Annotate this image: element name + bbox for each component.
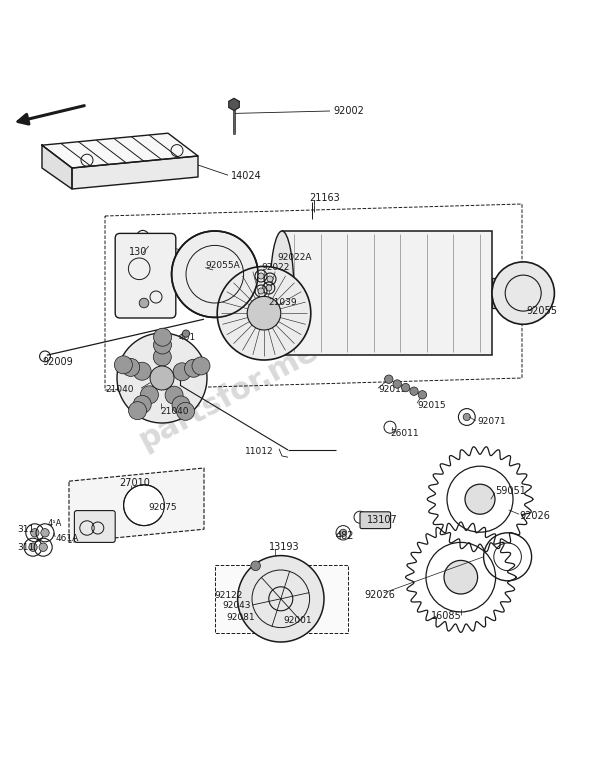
Text: 13193: 13193 — [269, 542, 299, 552]
Circle shape — [150, 366, 174, 390]
Circle shape — [251, 561, 260, 571]
Text: 92075: 92075 — [149, 502, 178, 511]
Text: 92026: 92026 — [519, 511, 550, 521]
Text: 461A: 461A — [55, 535, 79, 543]
Circle shape — [115, 356, 133, 374]
Circle shape — [124, 485, 164, 525]
Circle shape — [401, 383, 410, 392]
Text: 92055A: 92055A — [205, 261, 240, 270]
Circle shape — [173, 362, 191, 381]
Polygon shape — [229, 98, 239, 111]
Circle shape — [31, 528, 39, 537]
Circle shape — [29, 543, 37, 551]
Text: 21040: 21040 — [105, 386, 133, 395]
Circle shape — [154, 336, 172, 354]
Circle shape — [393, 380, 401, 388]
Circle shape — [418, 391, 427, 399]
Text: 92009: 92009 — [42, 357, 73, 367]
Text: 92001: 92001 — [283, 616, 312, 625]
Polygon shape — [72, 156, 198, 189]
Text: 92055: 92055 — [527, 306, 558, 316]
Circle shape — [154, 328, 172, 346]
Text: 92122: 92122 — [215, 591, 243, 600]
Circle shape — [182, 330, 190, 337]
Circle shape — [258, 273, 264, 279]
Polygon shape — [42, 133, 198, 168]
Circle shape — [492, 262, 554, 324]
Text: 16085: 16085 — [431, 611, 461, 621]
Text: 92081: 92081 — [227, 614, 256, 623]
Circle shape — [176, 402, 194, 420]
FancyBboxPatch shape — [360, 511, 391, 528]
Text: 311: 311 — [17, 525, 34, 535]
Text: 130: 130 — [129, 247, 148, 257]
Polygon shape — [42, 145, 72, 189]
Circle shape — [340, 529, 347, 536]
Circle shape — [172, 396, 190, 414]
Text: 92015: 92015 — [417, 400, 446, 409]
Text: 311: 311 — [17, 543, 34, 551]
Text: 26011: 26011 — [390, 429, 419, 438]
Text: 27010: 27010 — [119, 478, 149, 488]
Circle shape — [41, 528, 49, 537]
Text: 92043: 92043 — [222, 601, 251, 611]
Text: 21039: 21039 — [269, 298, 298, 307]
Text: 11012: 11012 — [245, 447, 274, 455]
Circle shape — [128, 402, 146, 419]
Circle shape — [217, 266, 311, 360]
Text: 92022: 92022 — [261, 263, 289, 272]
Text: 92071: 92071 — [477, 417, 506, 426]
Text: 13107: 13107 — [367, 515, 398, 525]
Circle shape — [172, 231, 258, 317]
Circle shape — [133, 396, 151, 413]
Text: 59051: 59051 — [495, 486, 526, 496]
Bar — [282, 231, 492, 355]
Bar — [519, 283, 530, 304]
Text: 14024: 14024 — [231, 170, 262, 180]
FancyBboxPatch shape — [115, 233, 176, 318]
Text: 21163: 21163 — [310, 193, 340, 203]
Circle shape — [258, 288, 264, 294]
Circle shape — [385, 375, 393, 383]
Ellipse shape — [270, 231, 294, 355]
Circle shape — [39, 543, 47, 551]
Text: 92002: 92002 — [333, 106, 364, 116]
Text: 482: 482 — [336, 531, 355, 541]
Bar — [492, 278, 519, 308]
Text: 461: 461 — [179, 333, 196, 342]
Circle shape — [267, 276, 273, 282]
Text: 4¹A: 4¹A — [48, 518, 62, 528]
Circle shape — [238, 555, 324, 642]
Circle shape — [247, 296, 281, 330]
Circle shape — [185, 359, 203, 377]
Text: 92015: 92015 — [378, 386, 407, 395]
Polygon shape — [215, 565, 348, 633]
Circle shape — [153, 348, 171, 366]
Text: 92026: 92026 — [365, 590, 395, 601]
FancyBboxPatch shape — [74, 511, 115, 542]
Circle shape — [165, 386, 183, 404]
Text: 92022A: 92022A — [277, 253, 312, 263]
Circle shape — [140, 386, 158, 404]
Circle shape — [266, 285, 272, 291]
Circle shape — [465, 484, 495, 515]
Circle shape — [444, 561, 478, 594]
Circle shape — [192, 357, 210, 375]
Text: partsfor.me: partsfor.me — [133, 336, 323, 455]
Circle shape — [133, 362, 151, 380]
Text: 21040: 21040 — [161, 406, 190, 415]
Circle shape — [410, 387, 418, 396]
Circle shape — [122, 359, 140, 376]
Circle shape — [463, 413, 470, 421]
Circle shape — [139, 298, 149, 308]
Polygon shape — [69, 468, 204, 542]
Circle shape — [117, 333, 207, 423]
